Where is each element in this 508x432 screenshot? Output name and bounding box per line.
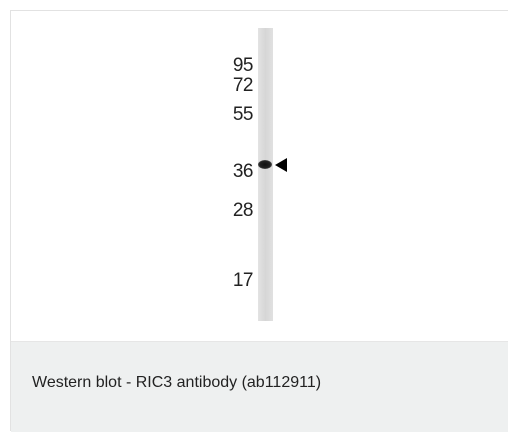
marker-95: 95 — [232, 55, 254, 76]
band-arrow-icon — [275, 158, 287, 172]
figure-card: 95 72 55 36 28 17 Western blot - RIC3 an… — [10, 10, 508, 432]
figure-caption: Western blot - RIC3 antibody (ab112911) — [32, 374, 322, 391]
marker-17: 17 — [232, 270, 254, 291]
marker-72: 72 — [232, 75, 254, 96]
marker-28: 28 — [232, 200, 254, 221]
marker-55: 55 — [232, 104, 254, 125]
marker-36: 36 — [232, 161, 254, 182]
blot-lane — [258, 28, 273, 321]
protein-band — [258, 160, 272, 169]
caption-bar: Western blot - RIC3 antibody (ab112911) — [11, 341, 508, 432]
western-blot-image: 95 72 55 36 28 17 — [11, 11, 508, 341]
